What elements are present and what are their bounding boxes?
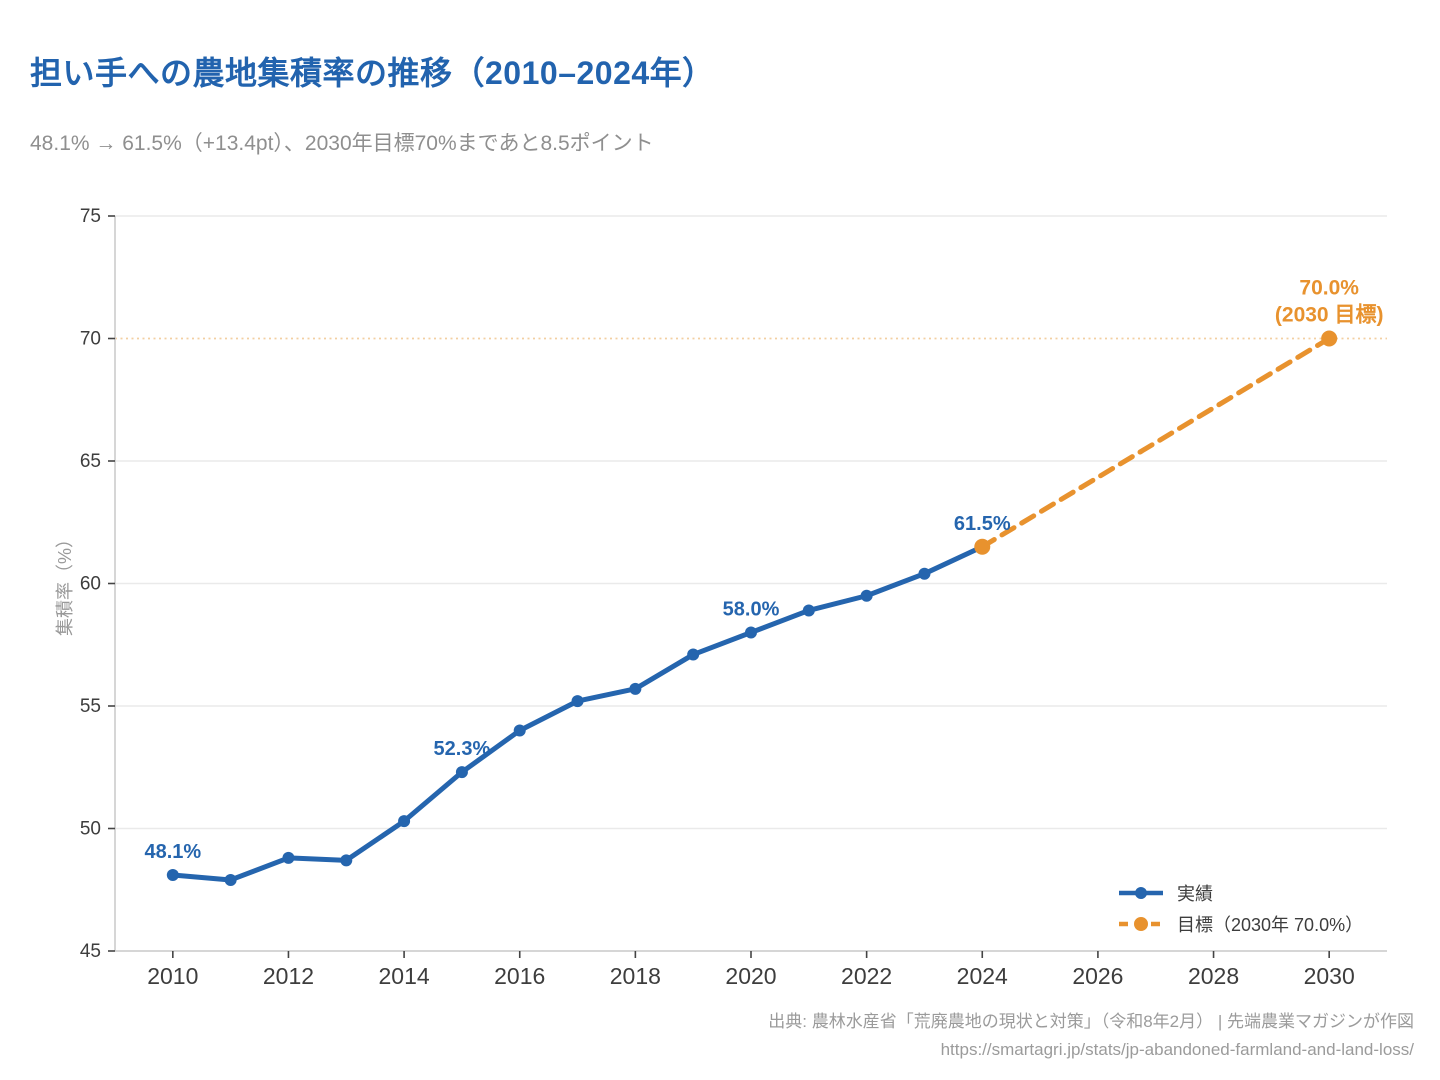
legend-label-target: 目標（2030年 70.0%） <box>1177 915 1364 935</box>
svg-text:45: 45 <box>80 941 101 962</box>
chart-legend: 実績 目標（2030年 70.0%） <box>1118 880 1363 937</box>
svg-text:2014: 2014 <box>379 963 430 989</box>
svg-text:65: 65 <box>80 451 101 472</box>
svg-text:75: 75 <box>80 206 101 227</box>
legend-label-actual: 実績 <box>1177 884 1213 904</box>
svg-text:2012: 2012 <box>263 963 314 989</box>
legend-item-target: 目標（2030年 70.0%） <box>1118 911 1363 937</box>
legend-marker-actual-icon <box>1119 887 1163 899</box>
svg-text:2020: 2020 <box>725 963 776 989</box>
page-subtitle: 48.1% → 61.5%（+13.4pt）、2030年目標70%まであと8.5… <box>30 132 654 155</box>
source-line-2: https://smartagri.jp/stats/jp-abandoned-… <box>940 1040 1414 1059</box>
svg-text:50: 50 <box>80 819 101 840</box>
svg-text:2028: 2028 <box>1188 963 1239 989</box>
svg-text:2022: 2022 <box>841 963 892 989</box>
svg-text:(2030 目標): (2030 目標) <box>1275 303 1384 327</box>
svg-text:60: 60 <box>80 574 101 595</box>
svg-text:2024: 2024 <box>957 963 1008 989</box>
source-note: 出典: 農林水産省「荒廃農地の現状と対策」（令和8年2月） | 先端農業マガジン… <box>768 1008 1414 1064</box>
legend-item-actual: 実績 <box>1118 880 1363 906</box>
svg-text:48.1%: 48.1% <box>144 841 201 863</box>
legend-marker-target-icon <box>1119 917 1163 931</box>
svg-text:2030: 2030 <box>1304 963 1355 989</box>
svg-text:2016: 2016 <box>494 963 545 989</box>
svg-text:61.5%: 61.5% <box>954 513 1011 535</box>
svg-text:2026: 2026 <box>1072 963 1123 989</box>
svg-text:55: 55 <box>80 696 101 717</box>
y-axis-title: 集積率（%） <box>55 529 75 637</box>
svg-text:70: 70 <box>80 329 101 350</box>
svg-text:70.0%: 70.0% <box>1299 277 1359 300</box>
svg-text:52.3%: 52.3% <box>434 738 491 760</box>
svg-text:58.0%: 58.0% <box>723 599 780 621</box>
page-title: 担い手への農地集積率の推移（2010–2024年） <box>30 55 715 91</box>
svg-text:2010: 2010 <box>147 963 198 989</box>
svg-text:2018: 2018 <box>610 963 661 989</box>
source-line-1: 出典: 農林水産省「荒廃農地の現状と対策」（令和8年2月） | 先端農業マガジン… <box>768 1012 1414 1031</box>
